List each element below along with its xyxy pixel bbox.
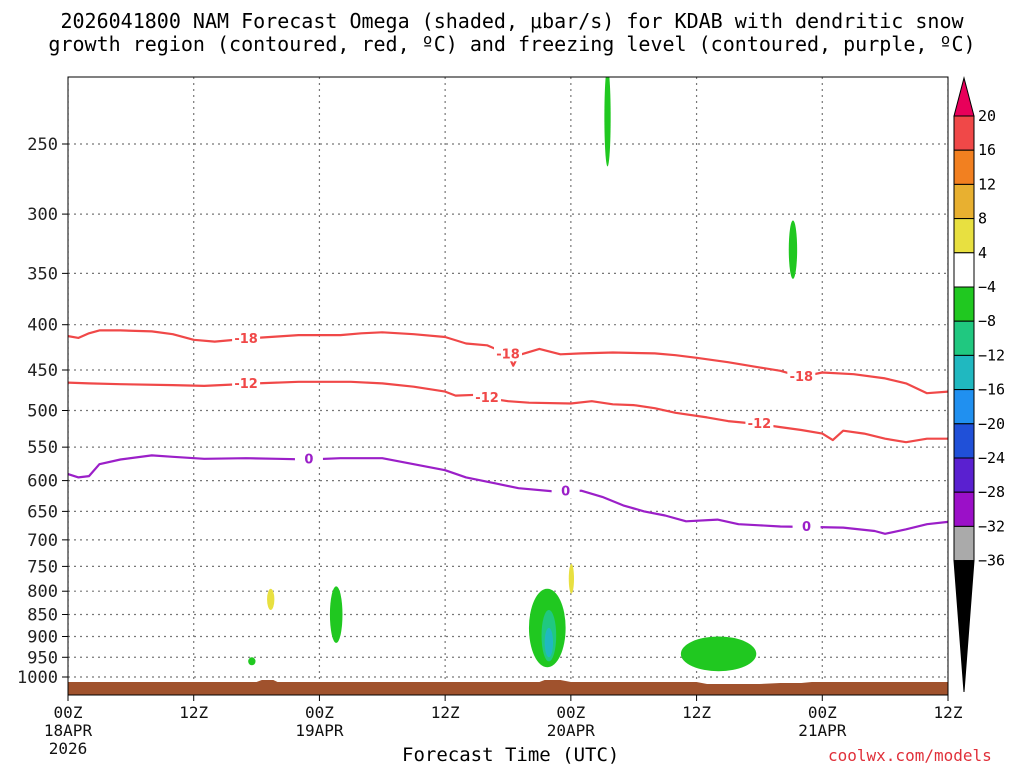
colorbar-segment: [953, 115, 975, 151]
omega-region: [248, 657, 256, 666]
contour-label-bg: [232, 375, 261, 391]
x-tick-date: 20APR: [547, 721, 596, 740]
x-axis-title: Forecast Time (UTC): [402, 744, 620, 766]
colorbar-label: −4: [978, 278, 996, 296]
contour-label: -12: [234, 377, 258, 392]
colorbar-label: 16: [978, 141, 996, 159]
colorbar-label: 8: [978, 210, 987, 228]
colorbar-segment: [953, 423, 975, 459]
y-tick-label: 450: [27, 361, 58, 381]
x-tick-year: 2026: [49, 739, 88, 758]
contour-label-bg: [792, 518, 821, 534]
y-tick-label: 1000: [17, 668, 58, 688]
x-tick-label: 12Z: [431, 703, 460, 722]
colorbar-label: −28: [978, 483, 1005, 501]
x-tick-label: 12Z: [682, 703, 711, 722]
x-tick-date: 19APR: [295, 721, 344, 740]
colorbar-label: 4: [978, 244, 987, 262]
colorbar-segment: [953, 457, 975, 493]
omega-region: [604, 77, 611, 167]
x-tick-label: 00Z: [556, 703, 585, 722]
y-tick-label: 600: [27, 472, 58, 492]
colorbar-segment: [953, 183, 975, 220]
y-tick-label: 900: [27, 627, 58, 647]
colorbar-segment: [953, 218, 975, 254]
contour-label: 0: [561, 485, 570, 500]
contour-label-bg: [294, 451, 323, 467]
colorbar-label: 20: [978, 107, 996, 125]
colorbar-segment: [953, 491, 975, 527]
x-tick-label: 00Z: [54, 703, 83, 722]
colorbar-top-arrow: [953, 76, 975, 117]
contour-label: -18: [790, 370, 814, 385]
y-tick-label: 800: [27, 582, 58, 602]
contour-label: -18: [496, 347, 520, 362]
contour-label: 0: [304, 453, 313, 468]
colorbar-label: −12: [978, 346, 1005, 364]
contour-label: 0: [802, 520, 811, 535]
omega-region: [267, 588, 275, 610]
y-tick-label: 850: [27, 606, 58, 626]
x-tick-date: 21APR: [798, 721, 847, 740]
contour-label: -18: [234, 332, 258, 347]
colorbar-label: −32: [978, 517, 1005, 535]
contour-label: -12: [475, 391, 499, 406]
y-tick-label: 700: [27, 531, 58, 551]
colorbar-label: −8: [978, 312, 996, 330]
x-tick-label: 12Z: [934, 703, 963, 722]
contour-label-bg: [787, 368, 816, 384]
colorbar-label: −20: [978, 415, 1005, 433]
contour-label: -12: [748, 417, 772, 432]
omega-region: [680, 636, 757, 672]
contour-label-bg: [551, 483, 580, 499]
colorbar-label: −36: [978, 552, 1005, 570]
colorbar-segment: [953, 286, 975, 322]
x-tick-label: 00Z: [808, 703, 837, 722]
colorbar-segment: [953, 354, 975, 391]
contour-minus12: [68, 380, 948, 444]
omega-region: [568, 563, 575, 594]
y-tick-label: 400: [27, 316, 58, 336]
x-tick-label: 12Z: [179, 703, 208, 722]
credit-link[interactable]: coolwx.com/models: [828, 746, 992, 765]
chart-title-line-1: 2026041800 NAM Forecast Omega (shaded, μ…: [60, 9, 964, 33]
y-tick-label: 750: [27, 557, 58, 577]
y-tick-label: 500: [27, 402, 58, 422]
x-tick-date: 18APR: [44, 721, 93, 740]
colorbar-segment: [953, 149, 975, 185]
colorbar-label: 12: [978, 175, 996, 193]
plot-area: -18 -18 -18 -12 -12 -12 0 0 0: [68, 77, 948, 695]
y-tick-label: 950: [27, 648, 58, 668]
plot-frame: [67, 76, 949, 696]
colorbar-segment: [953, 525, 975, 562]
x-tick-label: 00Z: [305, 703, 334, 722]
contour-label-bg: [473, 389, 502, 405]
omega-region: [788, 220, 798, 279]
omega-region: [544, 627, 554, 658]
colorbar-segment: [953, 252, 975, 288]
y-tick-label: 550: [27, 438, 58, 458]
contour-label-bg: [232, 330, 261, 346]
contour-label-bg: [494, 346, 522, 362]
colorbar-segment: [953, 389, 975, 425]
contour-label-bg: [745, 416, 774, 432]
y-tick-label: 300: [27, 205, 58, 225]
chart-title-line-2: growth region (contoured, red, ºC) and f…: [48, 32, 976, 56]
y-tick-label: 350: [27, 264, 58, 284]
y-tick-label: 250: [27, 135, 58, 155]
terrain-band: [68, 680, 948, 695]
y-tick-label: 650: [27, 502, 58, 522]
colorbar-segment: [953, 320, 975, 356]
omega-region: [329, 586, 343, 643]
colorbar-bottom-arrow: [953, 560, 975, 693]
colorbar-label: −24: [978, 449, 1005, 467]
colorbar-label: −16: [978, 381, 1005, 399]
